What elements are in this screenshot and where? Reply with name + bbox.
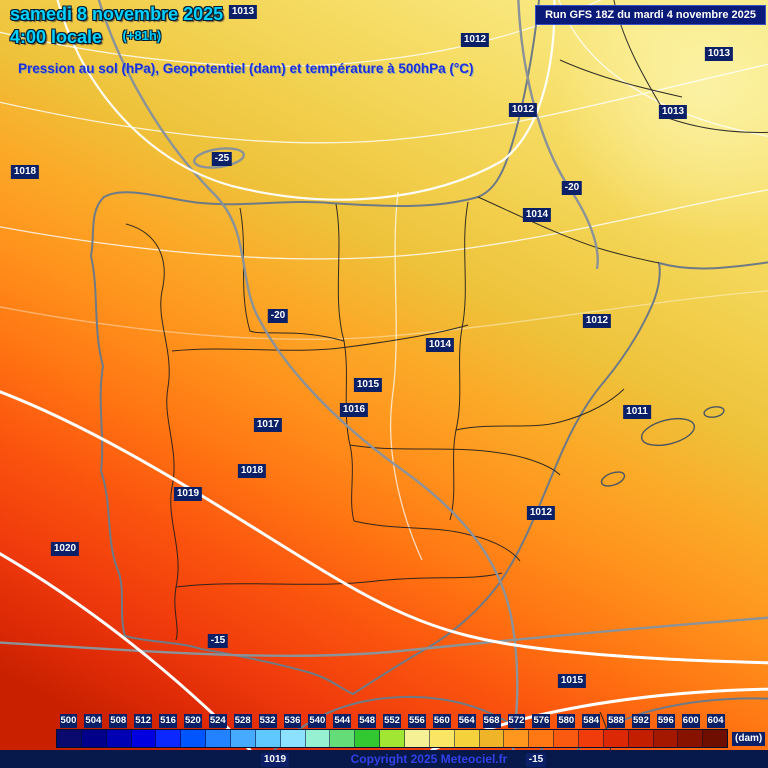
scale-color-swatch [405, 730, 430, 747]
scale-color-swatch [504, 730, 530, 747]
scale-value: 532 [258, 714, 277, 728]
scale-color-swatch [57, 730, 82, 747]
isotherm-lines [0, 0, 768, 750]
scale-value: 556 [407, 714, 426, 728]
valid-time-line: 4:00 locale (+81h) [10, 27, 474, 48]
region-borders [125, 0, 768, 750]
scale-value: 604 [706, 714, 725, 728]
scale-value: 540 [308, 714, 327, 728]
scale-values-row: 500 504 508 512 516 520 524 528 532 536 540 544 548 5… [56, 710, 728, 728]
scale-value: 580 [557, 714, 576, 728]
scale-value: 596 [656, 714, 675, 728]
scale-value: 560 [432, 714, 451, 728]
scale-color-swatch [355, 730, 381, 747]
valid-time-label: 4:00 locale [10, 27, 103, 47]
weather-map [0, 0, 768, 750]
scale-value: 520 [183, 714, 202, 728]
scale-value: 564 [457, 714, 476, 728]
scale-color-swatch [280, 730, 306, 747]
scale-color-swatch [156, 730, 182, 747]
geopotential-color-scale: 500 504 508 512 516 520 524 528 532 536 540 544 548 5… [0, 708, 768, 750]
scale-value: 524 [208, 714, 227, 728]
scale-color-swatch [529, 730, 555, 747]
scale-value: 600 [681, 714, 700, 728]
scale-value: 584 [582, 714, 601, 728]
scale-color-swatch [653, 730, 679, 747]
scale-color-swatch [479, 730, 505, 747]
scale-colorbar [56, 729, 728, 748]
scale-color-swatch [305, 730, 331, 747]
map-header: samedi 8 novembre 2025 4:00 locale (+81h… [10, 4, 474, 76]
scale-value: 544 [333, 714, 352, 728]
scale-color-swatch [231, 730, 256, 747]
map-parameter-title: Pression au sol (hPa), Geopotentiel (dam… [18, 61, 474, 76]
scale-value: 512 [134, 714, 153, 728]
forecast-offset-label: (+81h) [122, 28, 162, 43]
scale-color-swatch [628, 730, 654, 747]
scale-color-swatch [131, 730, 157, 747]
copyright-label: Copyright 2025 Meteociel.fr [350, 752, 508, 766]
scale-value: 588 [607, 714, 625, 728]
scale-color-swatch [429, 730, 455, 747]
scale-color-swatch [603, 730, 629, 747]
scale-color-swatch [330, 730, 356, 747]
scale-color-swatch [554, 730, 580, 747]
scale-value: 516 [159, 714, 177, 728]
scale-color-swatch [579, 730, 604, 747]
scale-color-swatch [255, 730, 281, 747]
scale-color-swatch [81, 730, 107, 747]
scale-value: 576 [532, 714, 551, 728]
scale-color-swatch [454, 730, 480, 747]
scale-value: 568 [482, 714, 501, 728]
scale-value: 552 [383, 714, 401, 728]
valid-date-label: samedi 8 novembre 2025 [10, 4, 224, 24]
scale-value: 508 [109, 714, 128, 728]
scale-color-swatch [380, 730, 406, 747]
run-info-badge: Run GFS 18Z du mardi 4 novembre 2025 [535, 5, 766, 25]
scale-color-swatch [678, 730, 704, 747]
scale-value: 592 [632, 714, 650, 728]
scale-value: 548 [358, 714, 377, 728]
islands [600, 406, 725, 487]
scale-value: 500 [59, 714, 78, 728]
scale-color-swatch [206, 730, 232, 747]
scale-unit-label: (dam) [732, 732, 766, 746]
scale-value: 572 [507, 714, 526, 728]
scale-color-swatch [106, 730, 132, 747]
bottom-bar: Copyright 2025 Meteociel.fr [0, 750, 768, 768]
scale-color-swatch [703, 730, 728, 747]
scale-value: 536 [283, 714, 302, 728]
scale-color-swatch [181, 730, 207, 747]
scale-value: 504 [84, 714, 103, 728]
scale-value: 528 [233, 714, 252, 728]
